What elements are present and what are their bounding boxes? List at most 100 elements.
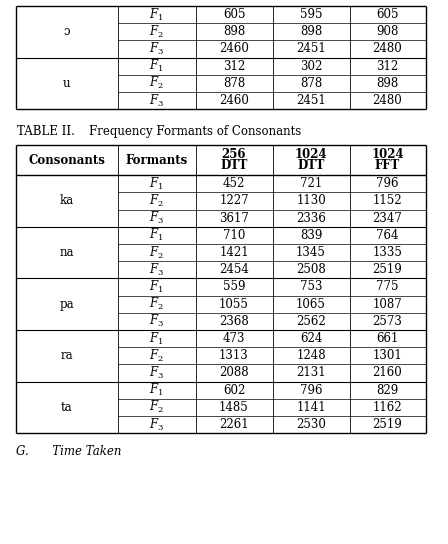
Text: 1152: 1152 [373, 195, 402, 207]
Text: 602: 602 [223, 384, 245, 397]
Text: 1024: 1024 [295, 149, 327, 162]
Text: 1313: 1313 [219, 349, 249, 362]
Text: 605: 605 [223, 8, 245, 21]
Text: 1485: 1485 [219, 401, 249, 414]
Text: 2336: 2336 [296, 212, 326, 225]
Text: 312: 312 [376, 60, 399, 73]
Text: ra: ra [60, 349, 73, 362]
Text: $F_{1}$: $F_{1}$ [149, 176, 164, 192]
Text: $F_{2}$: $F_{2}$ [149, 348, 164, 364]
Text: 1345: 1345 [296, 246, 326, 259]
Text: $F_{2}$: $F_{2}$ [149, 193, 164, 209]
Text: $F_{2}$: $F_{2}$ [149, 399, 164, 416]
Text: 559: 559 [223, 281, 245, 294]
Text: 898: 898 [376, 77, 399, 90]
Text: Formants: Formants [125, 154, 188, 166]
Text: DTT: DTT [297, 159, 325, 172]
Text: 2573: 2573 [373, 315, 402, 328]
Text: $F_{1}$: $F_{1}$ [149, 279, 164, 295]
Text: 2347: 2347 [373, 212, 402, 225]
Text: u: u [63, 77, 70, 90]
Text: 2160: 2160 [373, 367, 402, 380]
Text: 796: 796 [376, 177, 399, 190]
Text: FFT: FFT [375, 159, 400, 172]
Text: 1141: 1141 [296, 401, 326, 414]
Text: 1130: 1130 [296, 195, 326, 207]
Text: 473: 473 [223, 332, 245, 345]
Text: 908: 908 [376, 26, 399, 38]
Text: 1248: 1248 [296, 349, 326, 362]
Text: 2261: 2261 [219, 418, 249, 431]
Text: 829: 829 [376, 384, 399, 397]
Text: $F_{3}$: $F_{3}$ [149, 41, 164, 57]
Text: G.  Time Taken: G. Time Taken [16, 444, 121, 458]
Text: 1024: 1024 [371, 149, 404, 162]
Text: 2131: 2131 [296, 367, 326, 380]
Text: 839: 839 [300, 229, 322, 242]
Text: 2508: 2508 [296, 263, 326, 276]
Text: $F_{1}$: $F_{1}$ [149, 58, 164, 74]
Text: 1055: 1055 [219, 298, 249, 311]
Text: 595: 595 [300, 8, 322, 21]
Text: 764: 764 [376, 229, 399, 242]
Text: 721: 721 [300, 177, 322, 190]
Text: 753: 753 [300, 281, 322, 294]
Text: DTT: DTT [220, 159, 248, 172]
Text: 1065: 1065 [296, 298, 326, 311]
Text: TABLE II.: TABLE II. [17, 125, 74, 138]
Text: 898: 898 [223, 26, 245, 38]
Text: 2460: 2460 [219, 42, 249, 55]
Text: $F_{3}$: $F_{3}$ [149, 210, 164, 226]
Text: $F_{2}$: $F_{2}$ [149, 245, 164, 261]
Text: ɔ: ɔ [63, 26, 70, 38]
Text: 302: 302 [300, 60, 322, 73]
Text: $F_{1}$: $F_{1}$ [149, 7, 164, 23]
Text: 2519: 2519 [373, 263, 402, 276]
Text: 878: 878 [300, 77, 322, 90]
Text: 2451: 2451 [296, 94, 326, 107]
Text: ta: ta [60, 401, 72, 414]
Text: 1227: 1227 [219, 195, 249, 207]
Text: 1087: 1087 [373, 298, 402, 311]
Text: 1335: 1335 [373, 246, 402, 259]
Text: $F_{1}$: $F_{1}$ [149, 331, 164, 347]
Text: 2519: 2519 [373, 418, 402, 431]
Text: 624: 624 [300, 332, 322, 345]
Text: 2530: 2530 [296, 418, 326, 431]
Text: 2088: 2088 [219, 367, 249, 380]
Text: $F_{3}$: $F_{3}$ [149, 365, 164, 381]
Text: $F_{2}$: $F_{2}$ [149, 76, 164, 91]
Text: $F_{1}$: $F_{1}$ [149, 227, 164, 244]
Text: $F_{2}$: $F_{2}$ [149, 24, 164, 40]
Text: $F_{1}$: $F_{1}$ [149, 382, 164, 398]
Text: $F_{3}$: $F_{3}$ [149, 313, 164, 330]
Text: 2451: 2451 [296, 42, 326, 55]
Text: na: na [59, 246, 74, 259]
Text: 775: 775 [376, 281, 399, 294]
Text: 710: 710 [223, 229, 245, 242]
Text: 2454: 2454 [219, 263, 249, 276]
Text: 2480: 2480 [373, 94, 402, 107]
Text: $F_{3}$: $F_{3}$ [149, 417, 164, 432]
Text: 1301: 1301 [373, 349, 402, 362]
Text: $F_{2}$: $F_{2}$ [149, 296, 164, 312]
Text: 2562: 2562 [296, 315, 326, 328]
Text: Frequency Formants of Consonants: Frequency Formants of Consonants [89, 125, 301, 138]
Text: 661: 661 [376, 332, 399, 345]
Text: 1162: 1162 [373, 401, 402, 414]
Text: 2368: 2368 [219, 315, 249, 328]
Text: 256: 256 [222, 149, 246, 162]
Text: 452: 452 [223, 177, 245, 190]
Text: 605: 605 [376, 8, 399, 21]
Text: 898: 898 [300, 26, 322, 38]
Text: ka: ka [60, 195, 73, 207]
Text: 312: 312 [223, 60, 245, 73]
Text: $F_{3}$: $F_{3}$ [149, 262, 164, 278]
Text: 878: 878 [223, 77, 245, 90]
Text: $F_{3}$: $F_{3}$ [149, 92, 164, 109]
Text: 3617: 3617 [219, 212, 249, 225]
Text: 796: 796 [300, 384, 322, 397]
Text: 2460: 2460 [219, 94, 249, 107]
Text: Consonants: Consonants [28, 154, 105, 166]
Text: 2480: 2480 [373, 42, 402, 55]
